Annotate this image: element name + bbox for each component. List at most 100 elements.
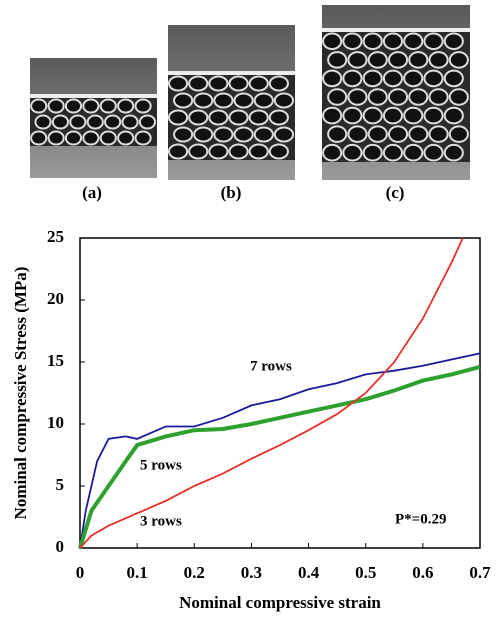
cell [64, 98, 83, 114]
cell [443, 69, 464, 88]
cell [34, 114, 52, 130]
cell [382, 106, 404, 125]
cell [173, 92, 194, 109]
annotation: P*=0.29 [395, 511, 446, 527]
sample-images [30, 5, 470, 180]
cell [167, 75, 189, 92]
annotation: 7 rows [250, 358, 292, 374]
cell [121, 114, 139, 130]
cell [387, 88, 409, 106]
series-line [79, 352, 481, 549]
cell [347, 125, 368, 143]
cell [253, 126, 274, 143]
cell [173, 126, 194, 143]
x-tick-label: 0.5 [355, 563, 376, 582]
cell [86, 114, 104, 130]
cell [188, 109, 209, 126]
panel-label: (c) [386, 183, 405, 202]
cell [228, 75, 249, 92]
annotation: 5 rows [140, 457, 182, 473]
cell [228, 109, 249, 126]
x-tick-label: 0.7 [469, 563, 491, 582]
y-tick-label: 25 [47, 227, 64, 246]
cell [362, 106, 383, 125]
cell [188, 143, 209, 160]
cell [208, 75, 229, 92]
cell [322, 143, 343, 162]
cell [382, 69, 404, 88]
cell [448, 51, 469, 69]
cell [248, 75, 269, 92]
cell [403, 143, 424, 162]
cell [327, 51, 348, 69]
cell [273, 92, 294, 109]
cell [82, 98, 100, 114]
cell [443, 106, 464, 125]
cell [322, 69, 343, 88]
cell [228, 143, 249, 160]
cell [428, 125, 449, 143]
cell [167, 109, 189, 126]
cell [134, 98, 152, 114]
cell [99, 130, 117, 146]
cell [117, 130, 135, 146]
cell [208, 143, 229, 160]
cell [213, 126, 234, 143]
cell [362, 69, 383, 88]
cell [213, 92, 234, 109]
cell [268, 109, 289, 126]
cell [322, 106, 343, 125]
cell [423, 32, 444, 51]
cell [367, 88, 388, 106]
x-tick-label: 0 [76, 563, 85, 582]
cell [268, 75, 289, 92]
cell [104, 114, 122, 130]
cell [134, 130, 152, 146]
cell [342, 32, 363, 51]
series-line [78, 365, 481, 549]
cell [248, 109, 269, 126]
cell [327, 125, 348, 143]
cell [117, 98, 135, 114]
cell [362, 32, 383, 51]
x-tick-label: 0.1 [127, 563, 148, 582]
annotation: 3 rows [140, 513, 182, 529]
cell [82, 130, 100, 146]
y-tick-label: 0 [56, 537, 65, 556]
cell [253, 92, 274, 109]
cell [403, 106, 424, 125]
cell [233, 126, 254, 143]
cell [443, 32, 464, 51]
x-tick-label: 0.2 [184, 563, 205, 582]
cell [362, 143, 383, 162]
cell [273, 126, 294, 143]
plot-frame [79, 237, 481, 549]
cell [428, 51, 449, 69]
cell [64, 130, 83, 146]
x-axis-title: Nominal compressive strain [179, 593, 381, 612]
cell [448, 88, 469, 106]
panel-label: (a) [82, 183, 102, 202]
x-tick-label: 0.3 [241, 563, 262, 582]
cell [30, 130, 48, 146]
cell [342, 143, 363, 162]
platen [322, 28, 470, 32]
cell [193, 92, 214, 109]
cell [448, 125, 469, 143]
cell [382, 32, 404, 51]
cell [423, 69, 444, 88]
y-tick-label: 15 [47, 351, 64, 370]
cell [347, 88, 368, 106]
cell [423, 106, 444, 125]
cell [69, 114, 87, 130]
cell [408, 88, 429, 106]
cell [193, 126, 214, 143]
y-axis-title: Nominal compressive Stress (MPa) [11, 267, 30, 520]
cell [99, 98, 117, 114]
cell [347, 51, 368, 69]
cell [47, 98, 65, 114]
cell [403, 69, 424, 88]
cell [367, 125, 388, 143]
cell [188, 75, 209, 92]
